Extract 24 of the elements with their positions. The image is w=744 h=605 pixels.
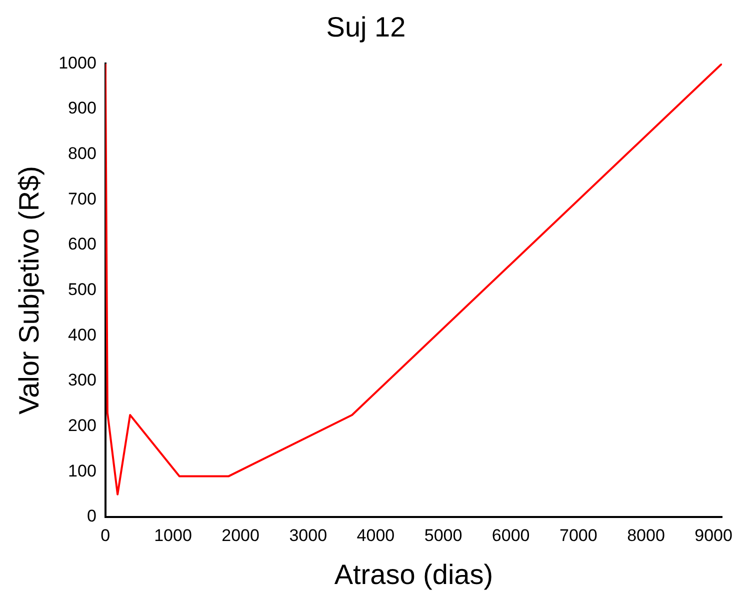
x-tick-label: 2000 [222,526,260,545]
y-tick-label: 300 [68,370,96,390]
x-axis-title: Atraso (dias) [334,558,494,590]
y-tick-label: 400 [68,325,96,344]
x-tick-label: 8000 [627,526,665,545]
x-tick-label: 4000 [356,526,395,545]
x-tick-label: 9000 [694,526,732,545]
y-tick-label: 500 [68,280,96,299]
x-tick-label: 5000 [424,526,462,545]
chart-title: Suj 12 [326,12,406,43]
x-tick-label: 6000 [492,526,530,545]
x-tick-label: 3000 [289,526,328,545]
x-tick-label: 1000 [154,526,192,545]
y-tick-label: 100 [68,461,96,480]
y-tick-label: 900 [68,98,96,118]
y-tick-label: 600 [68,234,96,254]
y-tick-label: 800 [68,144,96,163]
x-tick-label: 0 [100,526,110,545]
y-tick-label: 1000 [58,53,96,72]
x-tick-label: 7000 [560,526,598,545]
y-tick-label: 700 [68,189,96,208]
y-axis-title: Valor Subjetivo (R$) [14,166,45,415]
y-tick-label: 200 [68,416,96,436]
y-tick-label: 0 [86,506,96,526]
